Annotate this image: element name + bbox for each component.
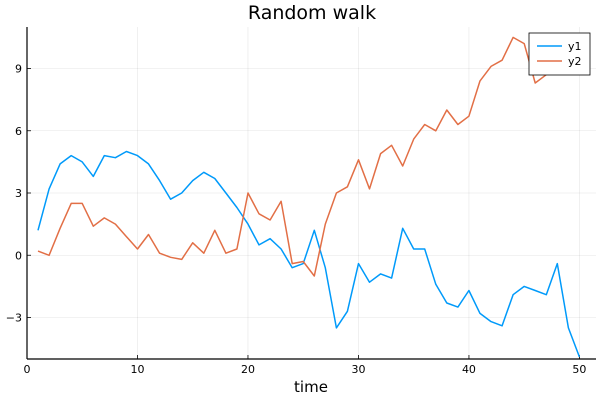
grid-lines xyxy=(26,27,596,359)
y-tick-label: −3 xyxy=(6,312,22,325)
x-tick-label: 10 xyxy=(130,363,144,376)
series-lines xyxy=(37,36,581,358)
series-line-y2 xyxy=(37,36,580,277)
x-tick-label: 30 xyxy=(351,363,365,376)
legend-label-y1: y1 xyxy=(568,40,582,53)
y-axis-ticks: −3 0 3 6 9 xyxy=(6,63,31,325)
legend-label-y2: y2 xyxy=(568,55,582,68)
x-axis-ticks: 0 10 20 30 40 50 xyxy=(24,355,586,376)
legend-box xyxy=(528,32,591,76)
x-tick-label: 40 xyxy=(462,363,476,376)
x-tick-label: 50 xyxy=(572,363,586,376)
y-tick-label: 0 xyxy=(15,249,22,262)
y-tick-label: 3 xyxy=(15,187,22,200)
x-tick-label: 0 xyxy=(24,363,31,376)
x-tick-label: 20 xyxy=(241,363,255,376)
series-line-y1 xyxy=(37,150,581,358)
y-tick-label: 6 xyxy=(15,125,22,138)
y-tick-label: 9 xyxy=(15,63,22,76)
chart-title: Random walk xyxy=(248,2,376,24)
x-axis-label: time xyxy=(294,378,328,396)
